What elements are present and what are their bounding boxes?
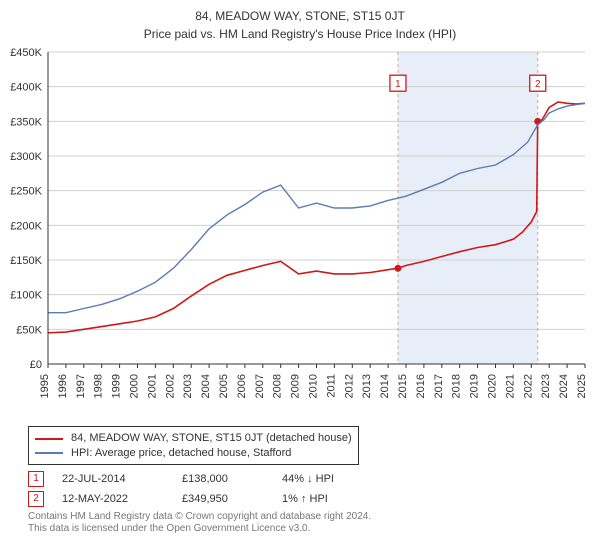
x-tick-label: 2010 (308, 374, 320, 398)
x-tick-label: 2002 (164, 374, 176, 398)
x-tick-label: 2021 (504, 374, 516, 398)
x-tick-label: 2005 (218, 374, 230, 398)
x-tick-label: 2007 (254, 374, 266, 398)
sale-price: £138,000 (182, 473, 282, 485)
sale-diff: 1% ↑ HPI (282, 493, 362, 505)
sale-row: 1 22-JUL-2014£138,00044% ↓ HPI (28, 471, 592, 487)
x-tick-label: 2001 (146, 374, 158, 398)
y-tick-label: £450K (10, 47, 42, 59)
sale-date: 12-MAY-2022 (62, 493, 182, 505)
title-address: 84, MEADOW WAY, STONE, ST15 0JT (0, 8, 600, 24)
sale-price: £349,950 (182, 493, 282, 505)
x-tick-label: 1998 (93, 374, 105, 398)
x-tick-label: 2013 (361, 374, 373, 398)
footer-line1: Contains HM Land Registry data © Crown c… (28, 511, 592, 524)
y-tick-label: £100K (10, 290, 42, 302)
legend-swatch (35, 438, 63, 440)
y-tick-label: £300K (10, 151, 42, 163)
x-tick-label: 2019 (469, 374, 481, 398)
sale-diff: 44% ↓ HPI (282, 473, 362, 485)
x-tick-label: 2020 (487, 374, 499, 398)
sale-row: 2 12-MAY-2022£349,9501% ↑ HPI (28, 491, 592, 507)
x-tick-label: 2003 (182, 374, 194, 398)
legend-swatch (35, 452, 63, 454)
x-tick-label: 2022 (522, 374, 534, 398)
y-tick-label: £400K (10, 82, 42, 94)
x-tick-label: 1997 (75, 374, 87, 398)
chart-legend: 84, MEADOW WAY, STONE, ST15 0JT (detache… (28, 426, 359, 465)
x-tick-label: 2024 (558, 374, 570, 398)
y-tick-label: £50K (16, 325, 42, 337)
x-tick-label: 2006 (236, 374, 248, 398)
x-tick-label: 2009 (290, 374, 302, 398)
footer-line2: This data is licensed under the Open Gov… (28, 523, 592, 536)
y-tick-label: £0 (30, 359, 42, 371)
x-tick-label: 2023 (540, 374, 552, 398)
sale-marker-label: 2 (535, 80, 541, 91)
x-tick-label: 2014 (379, 374, 391, 398)
sales-table: 1 22-JUL-2014£138,00044% ↓ HPI 2 12-MAY-202… (28, 471, 592, 507)
x-tick-label: 2012 (343, 374, 355, 398)
price-chart: £0 £50K £100K £150K £200K £250K £300K £350K £400… (0, 42, 600, 422)
chart-title-block: 84, MEADOW WAY, STONE, ST15 0JT Price pa… (0, 0, 600, 42)
title-subtitle: Price paid vs. HM Land Registry's House … (0, 26, 600, 42)
x-tick-label: 2016 (415, 374, 427, 398)
chart-container: £0 £50K £100K £150K £200K £250K £300K £350K £400… (0, 42, 600, 422)
y-tick-label: £350K (10, 117, 42, 129)
x-tick-label: 2025 (576, 374, 588, 398)
legend-row: 84, MEADOW WAY, STONE, ST15 0JT (detache… (35, 431, 352, 445)
y-tick-label: £200K (10, 221, 42, 233)
sale-date: 22-JUL-2014 (62, 473, 182, 485)
y-tick-label: £250K (10, 186, 42, 198)
x-tick-label: 2008 (272, 374, 284, 398)
y-tick-label: £150K (10, 255, 42, 267)
legend-label: 84, MEADOW WAY, STONE, ST15 0JT (detache… (71, 431, 352, 445)
x-tick-label: 1999 (111, 374, 123, 398)
legend-label: HPI: Average price, detached house, Staf… (71, 446, 291, 460)
x-tick-label: 2015 (397, 374, 409, 398)
shaded-band (398, 52, 538, 364)
footer-attribution: Contains HM Land Registry data © Crown c… (28, 511, 592, 536)
x-tick-label: 1995 (39, 374, 51, 398)
x-tick-label: 2018 (451, 374, 463, 398)
sale-marker-label: 1 (395, 80, 401, 91)
legend-row: HPI: Average price, detached house, Staf… (35, 446, 352, 460)
x-tick-label: 2017 (433, 374, 445, 398)
sale-marker-cell: 1 (28, 471, 44, 487)
x-tick-label: 1996 (57, 374, 69, 398)
x-tick-label: 2004 (200, 374, 212, 398)
x-tick-label: 2000 (129, 374, 141, 398)
sale-marker-cell: 2 (28, 491, 44, 507)
x-tick-label: 2011 (325, 374, 337, 398)
